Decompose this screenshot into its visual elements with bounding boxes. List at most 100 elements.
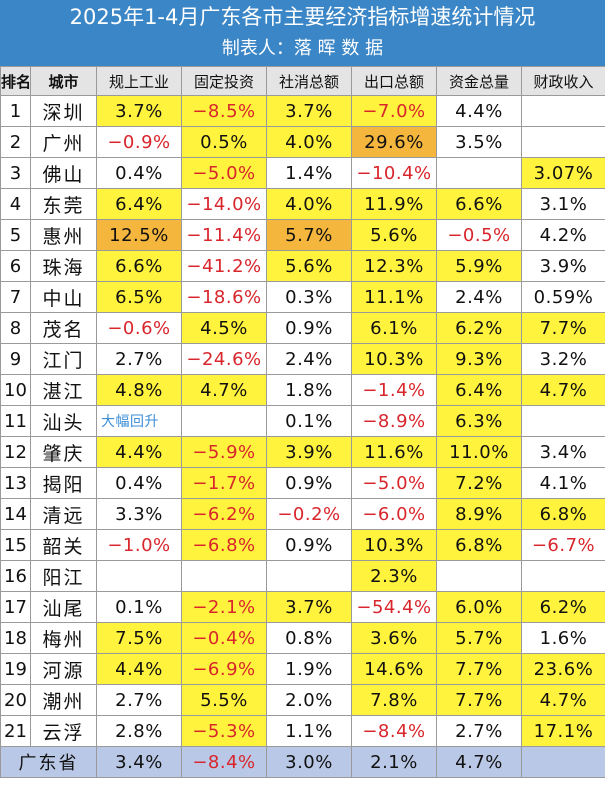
table-row: 8 茂名 −0.6% 4.5% 0.9% 6.1% 6.2% 7.7%	[0, 312, 605, 344]
value-cell: −7.0%	[351, 95, 437, 127]
rank-cell: 8	[0, 312, 31, 344]
value-cell: 3.7%	[266, 95, 352, 127]
value-cell: 2.0%	[266, 684, 352, 716]
total-label: 广东省	[0, 746, 97, 778]
column-header: 城市	[30, 66, 97, 96]
value-cell	[96, 560, 182, 592]
value-cell: 4.7%	[521, 684, 605, 716]
value-cell: 6.1%	[351, 312, 437, 344]
value-cell	[521, 560, 605, 592]
value-cell: 7.8%	[351, 684, 437, 716]
value-cell: −6.7%	[521, 529, 605, 561]
table-row: 6 珠海 6.6% −41.2% 5.6% 12.3% 5.9% 3.9%	[0, 250, 605, 282]
table-row: 21 云浮 2.8% −5.3% 1.1% −8.4% 2.7% 17.1%	[0, 715, 605, 747]
value-cell: 0.59%	[521, 281, 605, 313]
value-cell: 4.4%	[96, 436, 182, 468]
value-cell: −1.4%	[351, 374, 437, 406]
table-row: 9 江门 2.7% −24.6% 2.4% 10.3% 9.3% 3.2%	[0, 343, 605, 375]
value-cell: 4.7%	[521, 374, 605, 406]
value-cell: −5.3%	[181, 715, 267, 747]
city-cell: 东莞	[30, 188, 97, 220]
rank-cell: 20	[0, 684, 31, 716]
value-cell: 2.4%	[266, 343, 352, 375]
column-header: 资金总量	[436, 66, 522, 96]
rank-cell: 13	[0, 467, 31, 499]
value-cell: 2.4%	[436, 281, 522, 313]
value-cell: 6.3%	[436, 405, 522, 437]
value-cell: −14.0%	[181, 188, 267, 220]
value-cell: 4.8%	[96, 374, 182, 406]
value-cell: 11.9%	[351, 188, 437, 220]
value-cell: 0.4%	[96, 157, 182, 189]
city-cell: 韶关	[30, 529, 97, 561]
value-cell: −0.4%	[181, 622, 267, 654]
value-cell: 6.8%	[521, 498, 605, 530]
value-cell: 6.2%	[436, 312, 522, 344]
city-cell: 汕头	[30, 405, 97, 437]
value-cell: 2.7%	[96, 343, 182, 375]
rank-cell: 11	[0, 405, 31, 437]
table-row: 17 汕尾 0.1% −2.1% 3.7% −54.4% 6.0% 6.2%	[0, 591, 605, 623]
table-row: 7 中山 6.5% −18.6% 0.3% 11.1% 2.4% 0.59%	[0, 281, 605, 313]
value-cell: 6.2%	[521, 591, 605, 623]
rank-cell: 7	[0, 281, 31, 313]
value-cell: −1.0%	[96, 529, 182, 561]
value-cell: 12.5%	[96, 219, 182, 251]
rank-cell: 12	[0, 436, 31, 468]
value-cell: 5.7%	[266, 219, 352, 251]
value-cell	[521, 405, 605, 437]
column-header-row: 排名 城市 规上工业 固定投资 社消总额 出口总额 资金总量 财政收入	[0, 66, 605, 96]
value-cell: 5.7%	[436, 622, 522, 654]
total-value-cell: 2.1%	[351, 746, 437, 778]
value-cell: 2.7%	[436, 715, 522, 747]
value-cell	[521, 95, 605, 127]
city-cell: 清远	[30, 498, 97, 530]
value-cell	[266, 560, 352, 592]
value-cell: 5.5%	[181, 684, 267, 716]
value-cell: 7.7%	[521, 312, 605, 344]
value-cell: −6.8%	[181, 529, 267, 561]
value-cell: −54.4%	[351, 591, 437, 623]
value-cell: 9.3%	[436, 343, 522, 375]
city-cell: 珠海	[30, 250, 97, 282]
value-cell: 6.4%	[96, 188, 182, 220]
rank-cell: 14	[0, 498, 31, 530]
rank-cell: 19	[0, 653, 31, 685]
value-cell: 7.5%	[96, 622, 182, 654]
value-cell: −0.6%	[96, 312, 182, 344]
city-cell: 揭阳	[30, 467, 97, 499]
value-cell: 0.1%	[266, 405, 352, 437]
value-cell: 11.1%	[351, 281, 437, 313]
rank-cell: 4	[0, 188, 31, 220]
column-header: 规上工业	[96, 66, 182, 96]
table-row: 16 阳江 2.3%	[0, 560, 605, 592]
value-cell: −11.4%	[181, 219, 267, 251]
value-cell	[181, 560, 267, 592]
value-cell: 6.0%	[436, 591, 522, 623]
table-row: 13 揭阳 0.4% −1.7% 0.9% −5.0% 7.2% 4.1%	[0, 467, 605, 499]
value-cell: −8.5%	[181, 95, 267, 127]
table-row: 5 惠州 12.5% −11.4% 5.7% 5.6% −0.5% 4.2%	[0, 219, 605, 251]
rank-cell: 21	[0, 715, 31, 747]
value-cell: 2.8%	[96, 715, 182, 747]
city-cell: 广州	[30, 126, 97, 158]
value-cell: 7.2%	[436, 467, 522, 499]
table-row: 3 佛山 0.4% −5.0% 1.4% −10.4% 3.07%	[0, 157, 605, 189]
indicator-table: 排名 城市 规上工业 固定投资 社消总额 出口总额 资金总量 财政收入 1 深圳 3…	[0, 66, 605, 778]
rank-cell: 2	[0, 126, 31, 158]
value-cell: 7.7%	[436, 653, 522, 685]
value-cell: −5.0%	[181, 157, 267, 189]
value-cell: 0.4%	[96, 467, 182, 499]
value-cell: 3.9%	[521, 250, 605, 282]
total-value-cell: −8.4%	[181, 746, 267, 778]
table-row: 15 韶关 −1.0% −6.8% 0.9% 10.3% 6.8% −6.7%	[0, 529, 605, 561]
value-cell: 23.6%	[521, 653, 605, 685]
table-body: 1 深圳 3.7% −8.5% 3.7% −7.0% 4.4% 2 广州 −0.9% 0.5% 4.0…	[0, 95, 605, 778]
value-cell: −8.9%	[351, 405, 437, 437]
table-row: 20 潮州 2.7% 5.5% 2.0% 7.8% 7.7% 4.7%	[0, 684, 605, 716]
city-cell: 肇庆	[30, 436, 97, 468]
value-cell: 0.9%	[266, 529, 352, 561]
value-cell	[521, 126, 605, 158]
value-cell: −41.2%	[181, 250, 267, 282]
value-cell: 0.5%	[181, 126, 267, 158]
